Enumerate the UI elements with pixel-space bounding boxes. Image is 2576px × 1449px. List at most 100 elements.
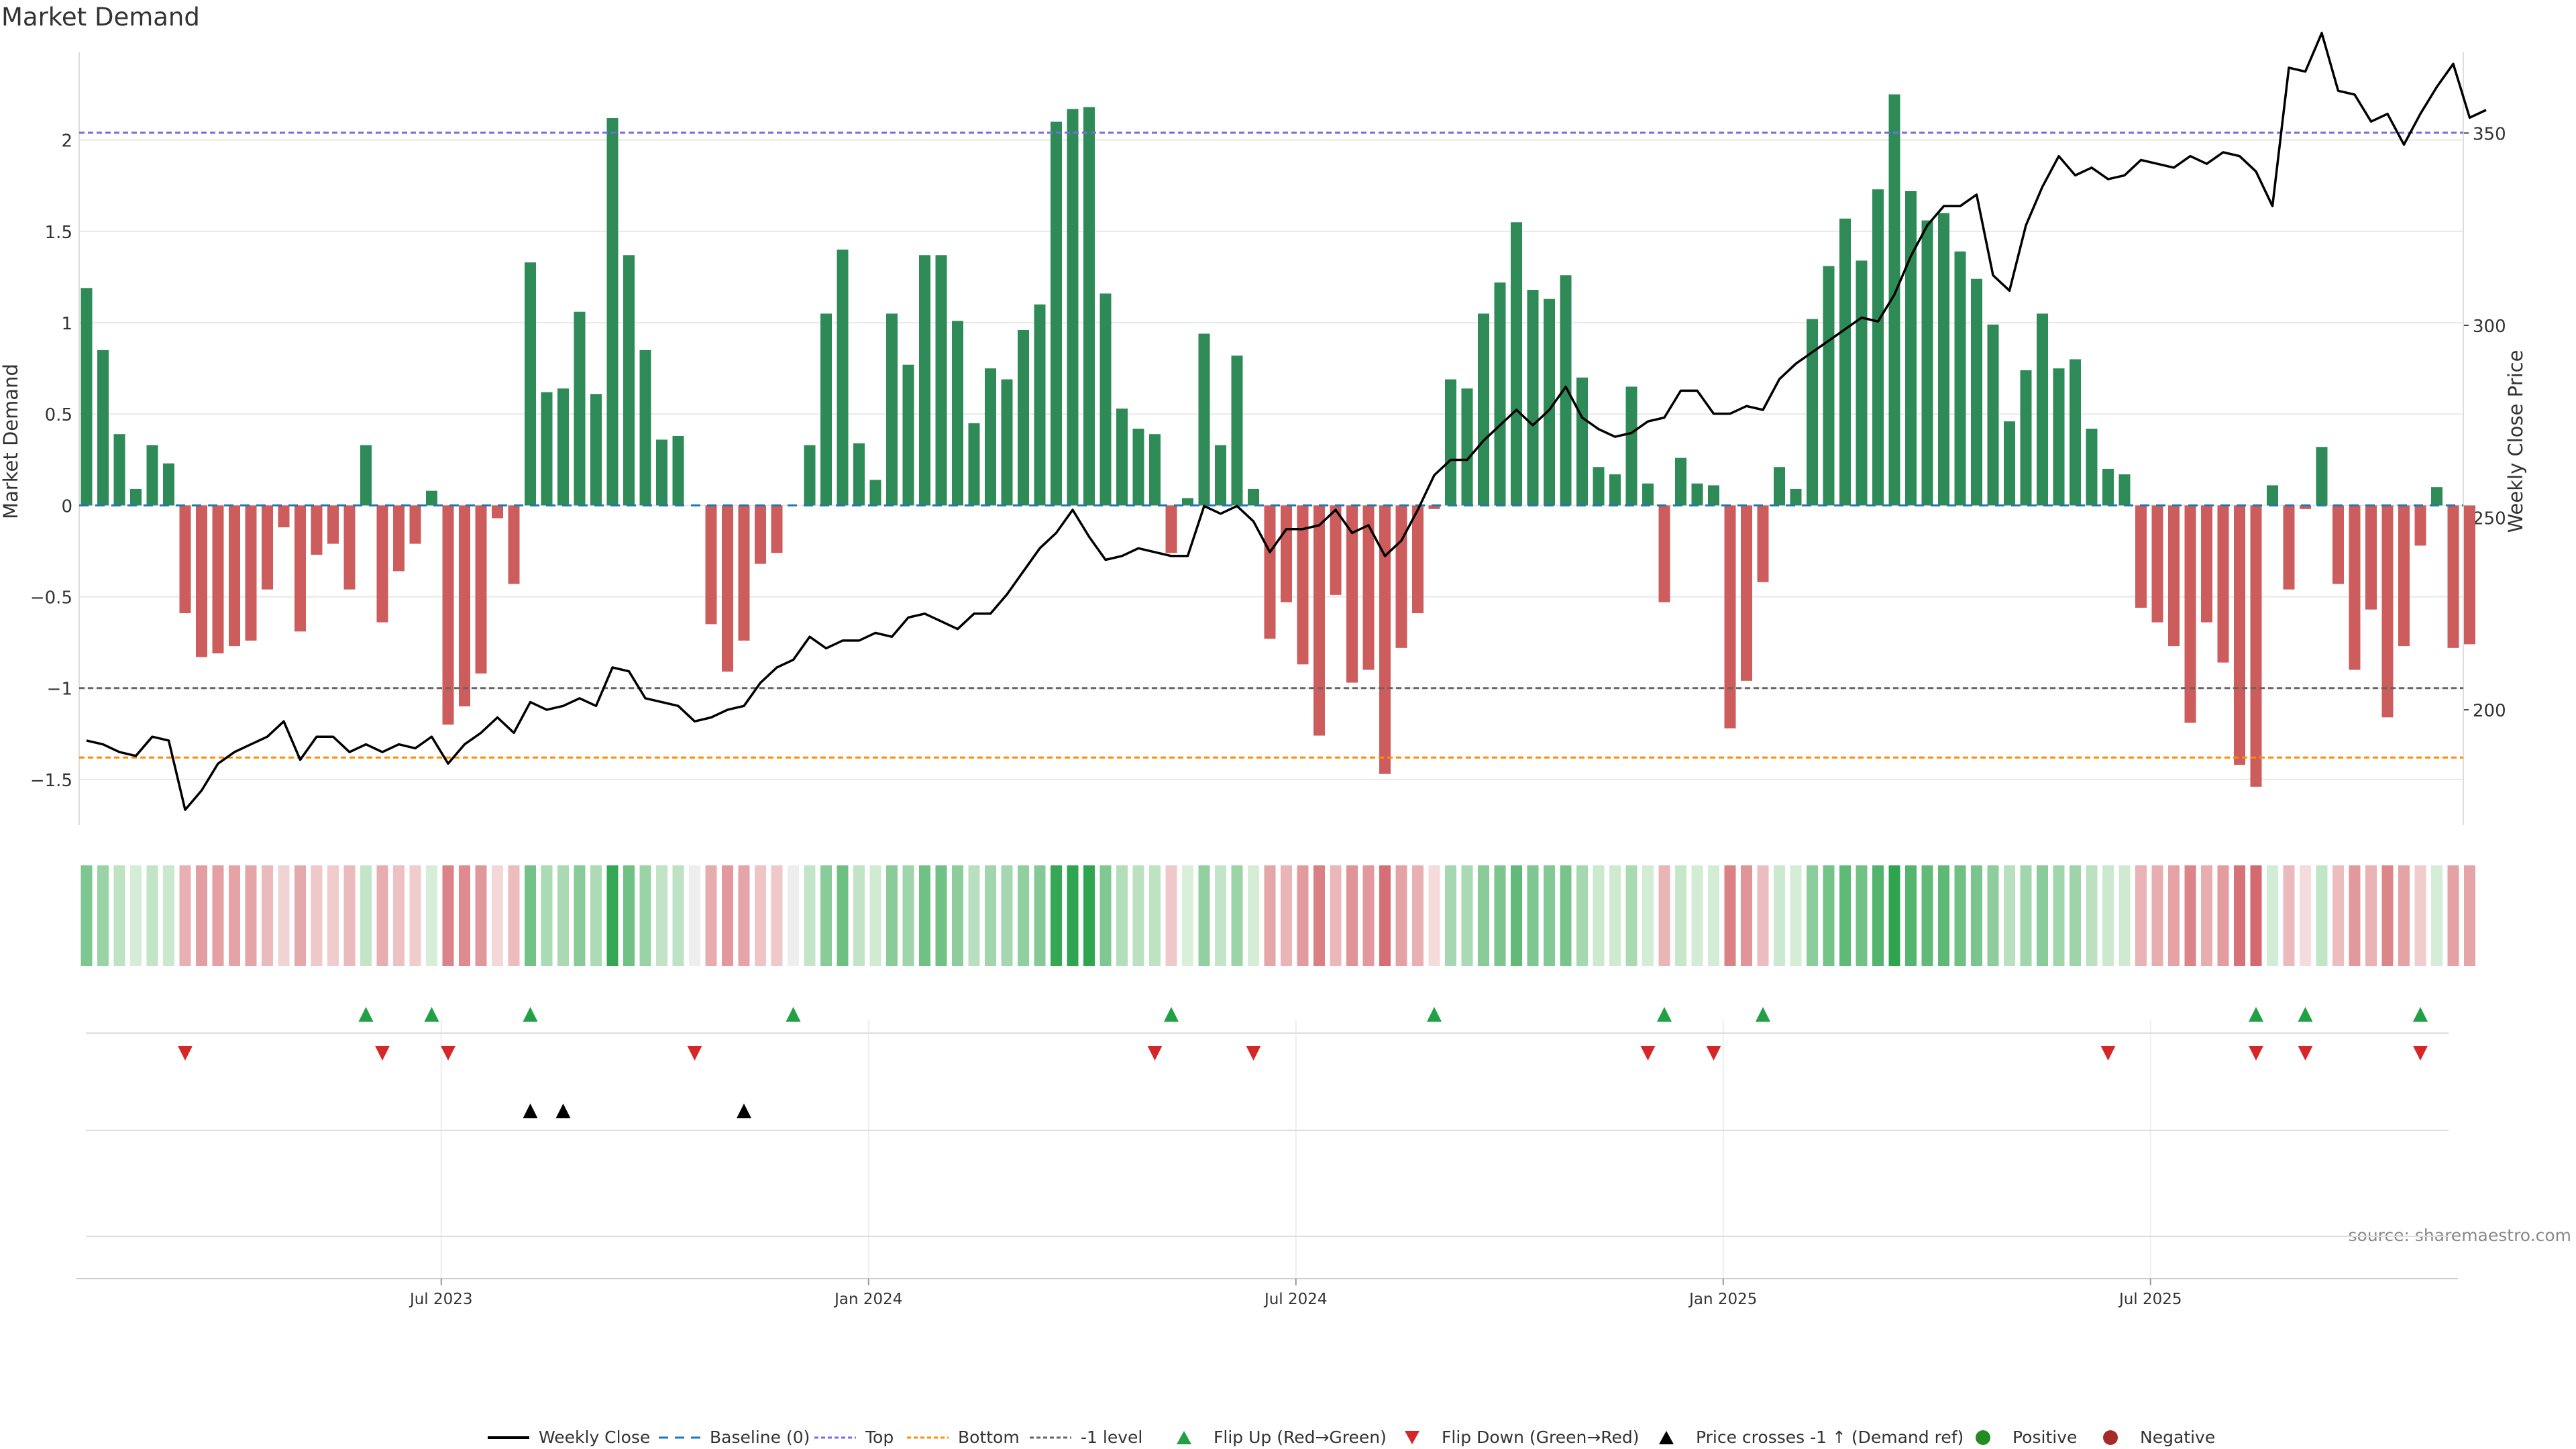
demand-bar-negative (2151, 505, 2163, 623)
demand-bar-positive (639, 350, 651, 506)
heat-cell (557, 865, 569, 966)
demand-bar-positive (1544, 299, 1555, 506)
heat-cell (1182, 865, 1193, 966)
demand-bar-positive (1116, 409, 1128, 506)
demand-bar-positive (1445, 379, 1456, 506)
demand-bar-positive (1576, 377, 1588, 506)
heat-cell (1051, 865, 1062, 966)
heat-cell (689, 865, 700, 966)
legend: Weekly Close Baseline (0) Top Bottom -1 leve… (488, 1428, 2215, 1447)
heat-cell (2053, 865, 2065, 966)
flip-down-marker (1147, 1046, 1163, 1061)
y2-tick-label: 200 (2473, 701, 2506, 721)
demand-bar-negative (1395, 505, 1407, 648)
heat-cell (2037, 865, 2048, 966)
heat-cell (1774, 865, 1785, 966)
flip-up-marker (786, 1007, 801, 1022)
demand-bar-negative (196, 505, 207, 657)
demand-bar-negative (1428, 505, 1440, 509)
demand-bar-positive (1625, 386, 1638, 506)
demand-bar-negative (459, 505, 470, 706)
legend-label: Flip Up (Red→Green) (1214, 1428, 1387, 1447)
heat-cell (590, 865, 602, 966)
flip-down-marker (1246, 1046, 1261, 1061)
demand-bar-positive (1083, 107, 1095, 506)
heat-cell (2070, 865, 2081, 966)
legend-swatch-tri-up (1659, 1431, 1674, 1444)
legend-label: Top (865, 1428, 894, 1447)
heat-cell (804, 865, 816, 966)
heat-cell (1379, 865, 1391, 966)
y2-tick-label: 350 (2473, 124, 2506, 144)
heat-cell (2250, 865, 2262, 966)
heat-cell (672, 865, 684, 966)
demand-bar-positive (2037, 313, 2048, 506)
demand-bars (80, 94, 2475, 787)
heat-cell (2234, 865, 2245, 966)
y2-axis-label: Weekly Close Price (2504, 350, 2527, 533)
heat-cell (130, 865, 142, 966)
heat-cell (705, 865, 717, 966)
demand-bar-positive (2086, 429, 2098, 506)
heat-cell (1823, 865, 1835, 966)
heat-cell (97, 865, 109, 966)
demand-bar-negative (1379, 505, 1391, 774)
heat-cell (426, 865, 437, 966)
demand-bar-negative (1281, 505, 1292, 602)
demand-bar-negative (1658, 505, 1670, 602)
y-tick-label: 0.5 (45, 405, 72, 425)
heat-cell (2414, 865, 2426, 966)
y-tick-label: −0.5 (30, 588, 72, 608)
heat-cell (2267, 865, 2278, 966)
heat-cell (475, 865, 487, 966)
demand-bar-negative (393, 505, 405, 572)
demand-bar-positive (2070, 359, 2081, 506)
demand-bar-positive (1888, 94, 1900, 506)
heat-cell (1165, 865, 1177, 966)
demand-bar-negative (738, 505, 750, 641)
demand-bar-negative (2332, 505, 2344, 584)
demand-bar-negative (2250, 505, 2262, 787)
flip-up-marker (1164, 1007, 1179, 1022)
chart-title: Market Demand (1, 3, 200, 32)
demand-bar-positive (2053, 368, 2065, 506)
heat-cell (2365, 865, 2377, 966)
demand-bar-positive (1938, 213, 1949, 506)
demand-bar-negative (376, 505, 388, 623)
legend-swatch-tri-down (1405, 1431, 1419, 1444)
heat-cell (2020, 865, 2032, 966)
heat-cell (409, 865, 421, 966)
flip-up-marker (1657, 1007, 1672, 1022)
heat-cell (1248, 865, 1259, 966)
demand-bar-negative (2398, 505, 2410, 647)
heat-cell (2431, 865, 2443, 966)
demand-bar-positive (919, 255, 930, 506)
heat-cell (1149, 865, 1161, 966)
demand-bar-positive (656, 439, 667, 506)
demand-bar-positive (590, 394, 602, 506)
demand-bar-positive (1231, 356, 1243, 506)
demand-bar-negative (1264, 505, 1276, 639)
heat-cell (902, 865, 914, 966)
heat-cell (1034, 865, 1046, 966)
demand-bar-negative (1297, 505, 1309, 665)
demand-bar-negative (508, 505, 520, 584)
x-tick-label: Jul 2024 (1263, 1291, 1328, 1308)
y-tick-label: 1.5 (45, 223, 72, 243)
demand-bar-positive (935, 255, 947, 506)
heat-cell (1741, 865, 1752, 966)
demand-bar-positive (1248, 488, 1259, 506)
heat-cell (2102, 865, 2114, 966)
heat-cell (1691, 865, 1703, 966)
demand-bar-negative (343, 505, 356, 590)
flip-up-marker (1756, 1007, 1770, 1022)
demand-bar-positive (1790, 488, 1802, 506)
legend-swatch-circle (2103, 1430, 2118, 1445)
demand-bar-negative (311, 505, 323, 555)
demand-bar-negative (2283, 505, 2295, 590)
heat-cell (1461, 865, 1473, 966)
flip-down-marker (2413, 1046, 2428, 1061)
flip-down-marker (1706, 1046, 1721, 1061)
heat-cell (393, 865, 405, 966)
